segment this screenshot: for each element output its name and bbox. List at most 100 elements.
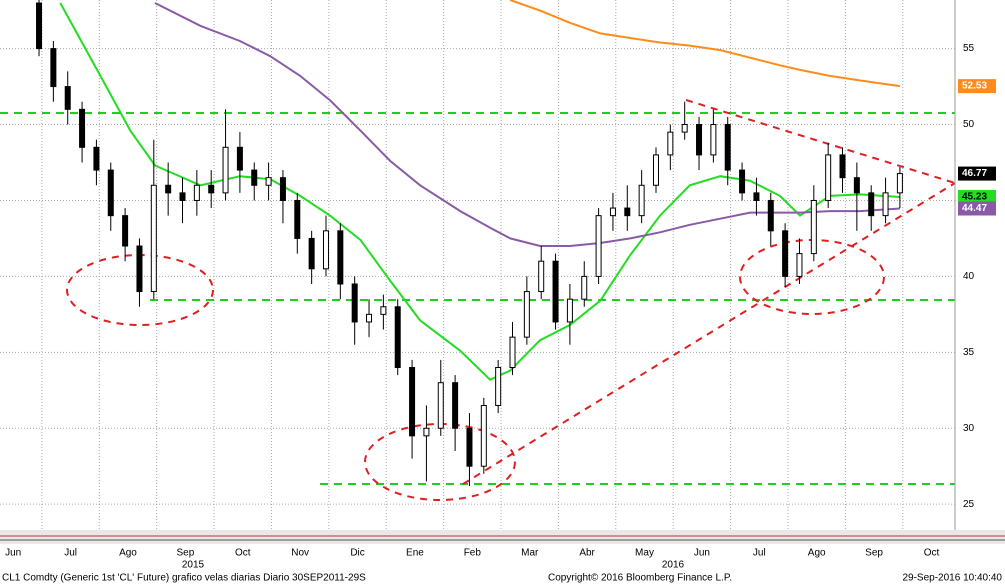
candle-body xyxy=(452,382,459,429)
candle-body xyxy=(107,169,114,217)
candle-body xyxy=(279,177,286,201)
x-tick-label: Ago xyxy=(119,548,137,559)
y-tick-label: 25 xyxy=(963,499,975,510)
candle-body xyxy=(423,427,430,437)
footer-center: Copyright© 2016 Bloomberg Finance L.P. xyxy=(548,573,732,584)
candle-body xyxy=(739,169,746,194)
candle-body xyxy=(308,237,315,270)
last-value-label: 52.53 xyxy=(962,81,987,92)
candle-body xyxy=(236,146,243,171)
year-label: 2015 xyxy=(182,560,205,571)
plot xyxy=(36,0,903,486)
candle-body xyxy=(294,199,301,239)
last-value-box xyxy=(958,166,996,181)
candle-body xyxy=(79,108,86,148)
candle-body xyxy=(165,184,172,194)
x-tick-label: Jun xyxy=(5,548,21,559)
candle-body xyxy=(466,427,473,467)
candle-body xyxy=(796,253,803,277)
x-tick-label: Oct xyxy=(924,548,940,559)
candle-body xyxy=(351,283,358,323)
candle-body xyxy=(638,184,645,217)
candle-body xyxy=(136,245,143,293)
candle-body xyxy=(523,291,530,338)
candle-body xyxy=(36,2,43,50)
x-tick-label: Abr xyxy=(579,548,595,559)
y-tick-label: 40 xyxy=(963,271,975,282)
x-tick-label: Ago xyxy=(808,548,826,559)
candle-body xyxy=(624,207,631,217)
x-tick-label: Sep xyxy=(865,548,883,559)
candle-body xyxy=(322,230,329,270)
candle-body xyxy=(366,313,373,323)
candle-body xyxy=(782,230,789,277)
moving-average-line xyxy=(509,0,901,88)
candle-body xyxy=(50,48,57,88)
y-tick-label: 30 xyxy=(963,423,975,434)
candle-body xyxy=(193,184,200,201)
candle-body xyxy=(93,146,100,171)
candle-body xyxy=(753,192,760,201)
x-tick-label: May xyxy=(635,548,654,559)
x-tick-label: Jun xyxy=(694,548,710,559)
candle-body xyxy=(222,146,229,194)
candle-body xyxy=(825,154,832,201)
candle-body xyxy=(566,298,573,323)
trend-line xyxy=(462,182,956,485)
candle-body xyxy=(681,124,688,133)
x-tick-label: Jul xyxy=(753,548,766,559)
x-tick-label: Mar xyxy=(521,548,539,559)
moving-average-line xyxy=(154,2,900,247)
candle-body xyxy=(380,306,387,315)
candle-body xyxy=(609,207,616,217)
x-tick-label: Nov xyxy=(291,548,309,559)
year-label: 2016 xyxy=(662,560,685,571)
candle-body xyxy=(896,173,903,194)
candle-body xyxy=(509,336,516,369)
candle-body xyxy=(810,199,817,255)
candle-body xyxy=(538,260,545,293)
candle-body xyxy=(724,124,731,171)
candle-body xyxy=(581,275,588,300)
last-value-label: 44.47 xyxy=(962,203,987,214)
trend-line xyxy=(685,99,956,184)
y-tick-label: 35 xyxy=(963,347,975,358)
candle-body xyxy=(696,124,703,156)
candle-body xyxy=(595,215,602,277)
candle-body xyxy=(853,177,860,194)
candle-body xyxy=(150,184,157,293)
candle-body xyxy=(437,382,444,429)
candle-body xyxy=(868,192,875,217)
candle-body xyxy=(251,169,258,186)
candle-body xyxy=(667,131,674,156)
candle-body xyxy=(480,404,487,467)
footer-left: CL1 Comdty (Generic 1st 'CL' Future) gra… xyxy=(2,573,366,584)
candle-body xyxy=(179,192,186,201)
y-tick-label: 50 xyxy=(963,119,975,130)
candle-body xyxy=(337,230,344,285)
candle-body xyxy=(265,177,272,186)
candle-body xyxy=(208,184,215,194)
footer-right: 29-Sep-2016 10:40:40 xyxy=(902,573,1002,584)
candle-body xyxy=(394,306,401,369)
x-tick-label: Ene xyxy=(406,548,424,559)
candle-body xyxy=(64,86,71,110)
candle-body xyxy=(652,154,659,186)
grid xyxy=(0,0,955,530)
x-tick-label: Sep xyxy=(176,548,194,559)
last-value-box xyxy=(958,79,996,94)
last-value-label: 46.77 xyxy=(962,168,987,179)
last-value-box xyxy=(958,201,996,216)
x-tick-label: Feb xyxy=(464,548,482,559)
candle-body xyxy=(122,215,129,247)
last-value-box xyxy=(958,189,996,204)
candle-body xyxy=(767,199,774,232)
x-axis-band xyxy=(0,530,1005,544)
candle-body xyxy=(495,367,502,406)
candle-body xyxy=(409,367,416,437)
x-tick-label: Jul xyxy=(64,548,77,559)
y-tick-label: 55 xyxy=(963,43,975,54)
candle-body xyxy=(552,260,559,323)
